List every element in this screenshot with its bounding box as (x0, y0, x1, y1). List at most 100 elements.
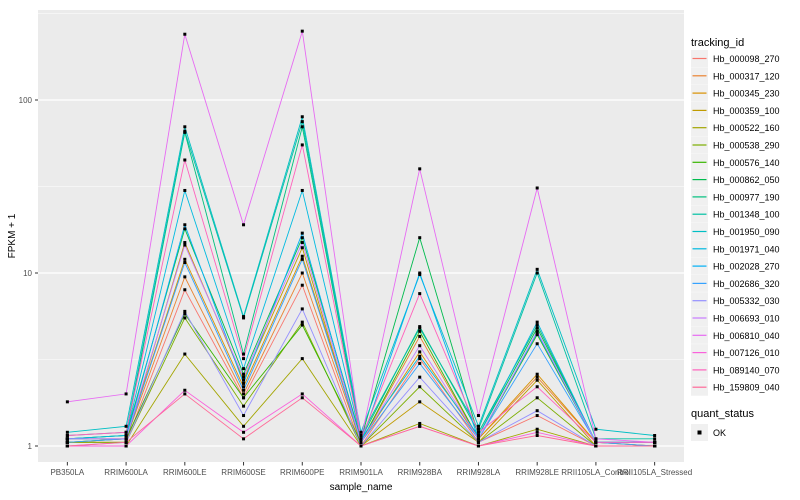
data-point (65, 444, 69, 448)
data-point (242, 375, 246, 379)
data-point (242, 388, 246, 392)
data-point (242, 315, 246, 319)
data-point (535, 378, 539, 382)
legend-title-tracking-id: tracking_id (691, 37, 744, 49)
x-tick-label: RRIM928BA (397, 468, 442, 477)
data-point (300, 271, 304, 275)
data-point (418, 354, 422, 358)
panel-background (38, 10, 684, 462)
data-point (418, 344, 422, 348)
data-point (183, 260, 187, 264)
data-point (183, 158, 187, 162)
data-point (124, 444, 128, 448)
data-point (300, 143, 304, 147)
data-point (653, 444, 657, 448)
data-point (183, 316, 187, 320)
data-point (535, 320, 539, 324)
data-point (65, 440, 69, 444)
legend-label-Hb_000862_050: Hb_000862_050 (713, 175, 780, 185)
data-point (242, 352, 246, 356)
data-point (183, 288, 187, 292)
y-tick-label: 1 (28, 442, 33, 451)
data-point (476, 444, 480, 448)
data-point (183, 275, 187, 279)
data-point (535, 433, 539, 437)
data-point (124, 430, 128, 434)
data-point (242, 392, 246, 396)
data-point (183, 257, 187, 261)
data-point (300, 246, 304, 250)
legend-label-quant-status: OK (713, 428, 726, 438)
legend-label-Hb_005332_030: Hb_005332_030 (713, 296, 780, 306)
data-point (418, 167, 422, 171)
data-point (594, 437, 598, 441)
data-point (183, 223, 187, 227)
data-point (653, 433, 657, 437)
data-point (476, 424, 480, 428)
data-point (242, 367, 246, 371)
data-point (300, 125, 304, 129)
data-point (300, 241, 304, 245)
x-tick-label: RRIM600PE (280, 468, 324, 477)
data-point (300, 283, 304, 287)
data-point (594, 444, 598, 448)
data-point (183, 227, 187, 231)
data-point (535, 326, 539, 330)
chart-plot-area: 1 10 100 PB350LA RRIM600LA RRIM600LE RRIM600SE… (19, 10, 780, 477)
legend-label-Hb_001971_040: Hb_001971_040 (713, 244, 780, 254)
data-point (418, 400, 422, 404)
data-point (594, 427, 598, 431)
data-point (359, 433, 363, 437)
data-point (242, 404, 246, 408)
legend-label-Hb_000576_140: Hb_000576_140 (713, 158, 780, 168)
quant-status-point (697, 430, 702, 435)
data-point (535, 333, 539, 337)
data-point (535, 430, 539, 434)
data-point (418, 236, 422, 240)
x-tick-label: RRII105LA_Stressed (617, 468, 692, 477)
data-point (300, 257, 304, 261)
data-point (418, 273, 422, 277)
data-point (476, 437, 480, 441)
data-point (535, 396, 539, 400)
x-tick-label: RRIM600LE (163, 468, 207, 477)
data-point (535, 186, 539, 190)
data-point (300, 396, 304, 400)
data-point (418, 375, 422, 379)
data-point (242, 414, 246, 418)
data-point (183, 32, 187, 36)
legend-label-Hb_006693_010: Hb_006693_010 (713, 314, 780, 324)
data-point (535, 331, 539, 335)
x-tick-label: RRIM600LA (104, 468, 148, 477)
data-point (242, 385, 246, 389)
data-point (65, 433, 69, 437)
legend-label-Hb_089140_070: Hb_089140_070 (713, 365, 780, 375)
data-point (242, 223, 246, 227)
y-axis-title: FPKM + 1 (7, 213, 18, 258)
data-point (124, 392, 128, 396)
data-point (242, 378, 246, 382)
data-point (300, 392, 304, 396)
legend-label-Hb_000538_290: Hb_000538_290 (713, 141, 780, 151)
x-tick-label: RRIM600SE (221, 468, 265, 477)
data-point (535, 329, 539, 333)
legend-label-Hb_001348_100: Hb_001348_100 (713, 210, 780, 220)
data-point (124, 433, 128, 437)
data-point (300, 236, 304, 240)
data-point (535, 267, 539, 271)
legend-label-Hb_000359_100: Hb_000359_100 (713, 106, 780, 116)
y-tick-label: 10 (23, 269, 32, 278)
data-point (359, 444, 363, 448)
data-point (183, 352, 187, 356)
data-point (242, 372, 246, 376)
legend-label-Hb_002028_270: Hb_002028_270 (713, 262, 780, 272)
data-point (183, 188, 187, 192)
data-point (65, 400, 69, 404)
data-point (535, 427, 539, 431)
data-point (242, 430, 246, 434)
data-point (124, 424, 128, 428)
data-point (418, 385, 422, 389)
data-point (183, 388, 187, 392)
data-point (183, 129, 187, 133)
